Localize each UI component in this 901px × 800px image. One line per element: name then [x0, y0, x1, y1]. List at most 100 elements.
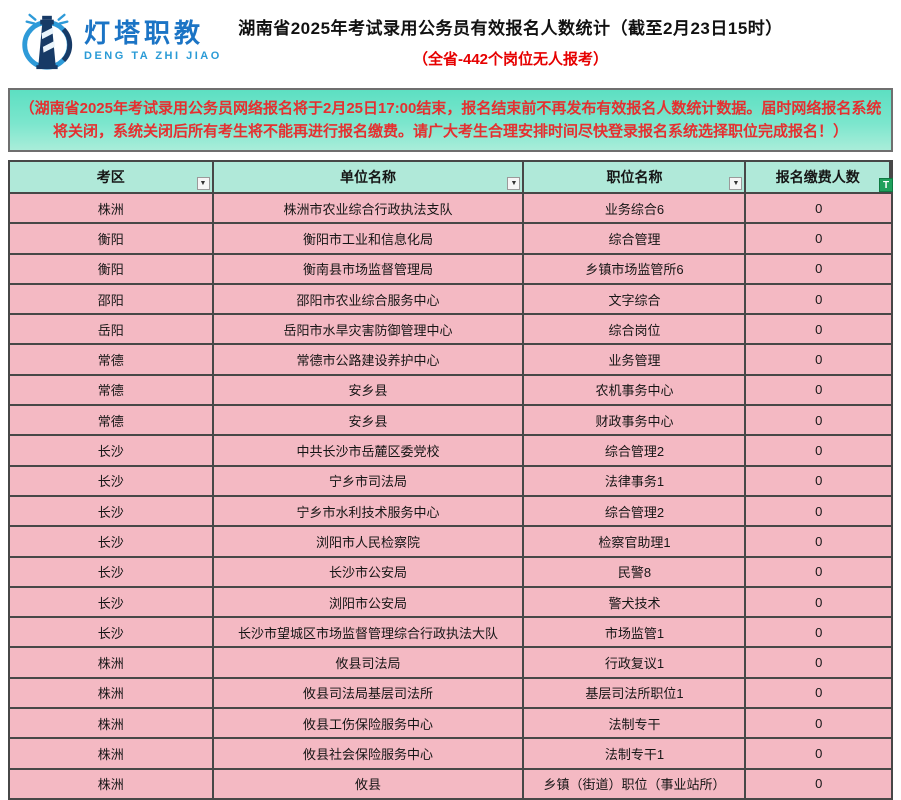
- cell-paid-count: 0: [815, 473, 823, 489]
- cell-paid-count: 0: [815, 624, 823, 640]
- cell-position-name: 法制专干1: [524, 739, 747, 768]
- cell-unit-name: 攸县社会保险服务中心: [214, 739, 525, 768]
- cell-position-name: 行政复议1: [524, 648, 747, 677]
- column-header-label: 单位名称: [339, 169, 396, 185]
- cell-unit-name: 长沙市望城区市场监督管理综合行政执法大队: [214, 618, 525, 647]
- table-row: 株洲 攸县司法局基层司法所 基层司法所职位1 0: [10, 676, 891, 708]
- notice-banner: （湖南省2025年考试录用公务员网络报名将于2月25日17:00结束，报名结束前…: [8, 88, 893, 152]
- cell-position-name: 综合管理2: [524, 496, 747, 526]
- cell-position-name: 市场监管1: [524, 618, 747, 647]
- cell-position-name: 综合管理2: [524, 436, 747, 465]
- cell-position-name: 警犬技术: [524, 587, 747, 617]
- cell-exam-area: 长沙: [10, 496, 214, 526]
- cell-position-name: 乡镇（街道）职位（事业站所）: [524, 769, 747, 798]
- cell-unit-name: 常德市公路建设养护中心: [214, 345, 525, 374]
- table-row: 岳阳 岳阳市水旱灾害防御管理中心 综合岗位 0: [10, 313, 891, 344]
- cell-unit-name: 浏阳市公安局: [214, 587, 525, 617]
- cell-paid-count: 0: [815, 200, 823, 216]
- cell-paid-count: 0: [815, 503, 823, 519]
- table-row: 长沙 宁乡市司法局 法律事务1 0: [10, 464, 891, 495]
- cell-unit-name: 宁乡市司法局: [214, 466, 525, 495]
- table-tool-icon[interactable]: T: [879, 178, 893, 192]
- cell-unit-name: 攸县司法局基层司法所: [214, 678, 525, 708]
- cell-unit-name: 中共长沙市岳麓区委党校: [214, 436, 525, 465]
- cell-paid-count: 0: [815, 443, 823, 459]
- cell-exam-area: 常德: [10, 375, 214, 405]
- cell-paid-count: 0: [815, 655, 823, 671]
- cell-paid-count: 0: [815, 352, 823, 368]
- cell-paid-count: 0: [815, 261, 823, 277]
- cell-exam-area: 衡阳: [10, 224, 214, 253]
- cell-paid-count: 0: [815, 230, 823, 246]
- table-row: 长沙 浏阳市公安局 警犬技术 0: [10, 585, 891, 617]
- table-row: 长沙 长沙市公安局 民警8 0: [10, 555, 891, 586]
- page-header: 灯塔职教 DENG TA ZHI JIAO 湖南省2025年考试录用公务员有效报…: [0, 0, 901, 88]
- cell-paid-count: 0: [815, 533, 823, 549]
- cell-paid-count: 0: [815, 382, 823, 398]
- cell-paid-count: 0: [815, 594, 823, 610]
- cell-paid-count: 0: [815, 321, 823, 337]
- stats-table: 考区 ▼ 单位名称 ▼ 职位名称 ▼ 报名缴费人数 T 株洲 株洲市农业综合行政…: [8, 160, 893, 800]
- filter-dropdown-icon[interactable]: ▼: [507, 177, 521, 190]
- cell-position-name: 业务管理: [524, 345, 747, 374]
- cell-exam-area: 株洲: [10, 709, 214, 738]
- cell-exam-area: 长沙: [10, 527, 214, 556]
- brand-name-en: DENG TA ZHI JIAO: [84, 50, 222, 62]
- cell-position-name: 财政事务中心: [524, 406, 747, 435]
- cell-paid-count: 0: [815, 564, 823, 580]
- cell-position-name: 业务综合6: [524, 194, 747, 223]
- table-row: 常德 安乡县 农机事务中心 0: [10, 373, 891, 405]
- page-title: 湖南省2025年考试录用公务员有效报名人数统计（截至2月23日15时）: [238, 19, 783, 38]
- cell-exam-area: 株洲: [10, 739, 214, 768]
- notice-line-1: （湖南省2025年考试录用公务员网络报名将于2月25日17:00结束，报名结束前…: [19, 100, 882, 117]
- table-row: 株洲 攸县司法局 行政复议1 0: [10, 646, 891, 677]
- brand-name: 灯塔职教: [84, 18, 205, 48]
- brand-logo: 灯塔职教 DENG TA ZHI JIAO: [16, 10, 222, 72]
- cell-paid-count: 0: [815, 291, 823, 307]
- table-row: 邵阳 邵阳市农业综合服务中心 文字综合 0: [10, 282, 891, 314]
- cell-unit-name: 岳阳市水旱灾害防御管理中心: [214, 315, 525, 344]
- cell-position-name: 基层司法所职位1: [524, 678, 747, 708]
- cell-unit-name: 株洲市农业综合行政执法支队: [214, 194, 525, 223]
- table-row: 株洲 攸县社会保险服务中心 法制专干1 0: [10, 737, 891, 768]
- column-header-position-name: 职位名称 ▼: [524, 162, 747, 192]
- cell-unit-name: 宁乡市水利技术服务中心: [214, 496, 525, 526]
- cell-position-name: 民警8: [524, 557, 747, 586]
- cell-unit-name: 浏阳市人民检察院: [214, 527, 525, 556]
- cell-unit-name: 衡阳市工业和信息化局: [214, 224, 525, 253]
- cell-unit-name: 攸县: [214, 769, 525, 798]
- cell-paid-count: 0: [815, 412, 823, 428]
- cell-exam-area: 株洲: [10, 648, 214, 677]
- cell-exam-area: 长沙: [10, 466, 214, 495]
- table-row: 常德 安乡县 财政事务中心 0: [10, 404, 891, 435]
- lighthouse-icon: [16, 10, 78, 72]
- table-row: 衡阳 衡阳市工业和信息化局 综合管理 0: [10, 222, 891, 253]
- cell-exam-area: 株洲: [10, 194, 214, 223]
- table-row: 株洲 攸县 乡镇（街道）职位（事业站所） 0: [10, 767, 891, 798]
- cell-paid-count: 0: [815, 745, 823, 761]
- cell-exam-area: 长沙: [10, 618, 214, 647]
- cell-exam-area: 株洲: [10, 769, 214, 798]
- table-row: 长沙 长沙市望城区市场监督管理综合行政执法大队 市场监管1 0: [10, 616, 891, 647]
- cell-exam-area: 邵阳: [10, 284, 214, 314]
- cell-unit-name: 安乡县: [214, 406, 525, 435]
- cell-exam-area: 衡阳: [10, 254, 214, 283]
- filter-dropdown-icon[interactable]: ▼: [196, 177, 210, 190]
- cell-unit-name: 攸县司法局: [214, 648, 525, 677]
- table-header-row: 考区 ▼ 单位名称 ▼ 职位名称 ▼ 报名缴费人数 T: [10, 162, 893, 192]
- cell-exam-area: 长沙: [10, 557, 214, 586]
- cell-unit-name: 长沙市公安局: [214, 557, 525, 586]
- column-header-label: 职位名称: [606, 169, 663, 185]
- cell-position-name: 法律事务1: [524, 466, 747, 495]
- column-header-paid-count: 报名缴费人数: [746, 162, 891, 192]
- cell-position-name: 综合岗位: [524, 315, 747, 344]
- table-row: 长沙 宁乡市水利技术服务中心 综合管理2 0: [10, 494, 891, 526]
- column-header-label: 考区: [96, 169, 125, 185]
- cell-unit-name: 攸县工伤保险服务中心: [214, 709, 525, 738]
- column-header-label: 报名缴费人数: [775, 169, 860, 185]
- cell-position-name: 综合管理: [524, 224, 747, 253]
- filter-dropdown-icon[interactable]: ▼: [729, 177, 743, 190]
- cell-paid-count: 0: [815, 715, 823, 731]
- cell-exam-area: 株洲: [10, 678, 214, 708]
- table-row: 长沙 浏阳市人民检察院 检察官助理1 0: [10, 525, 891, 556]
